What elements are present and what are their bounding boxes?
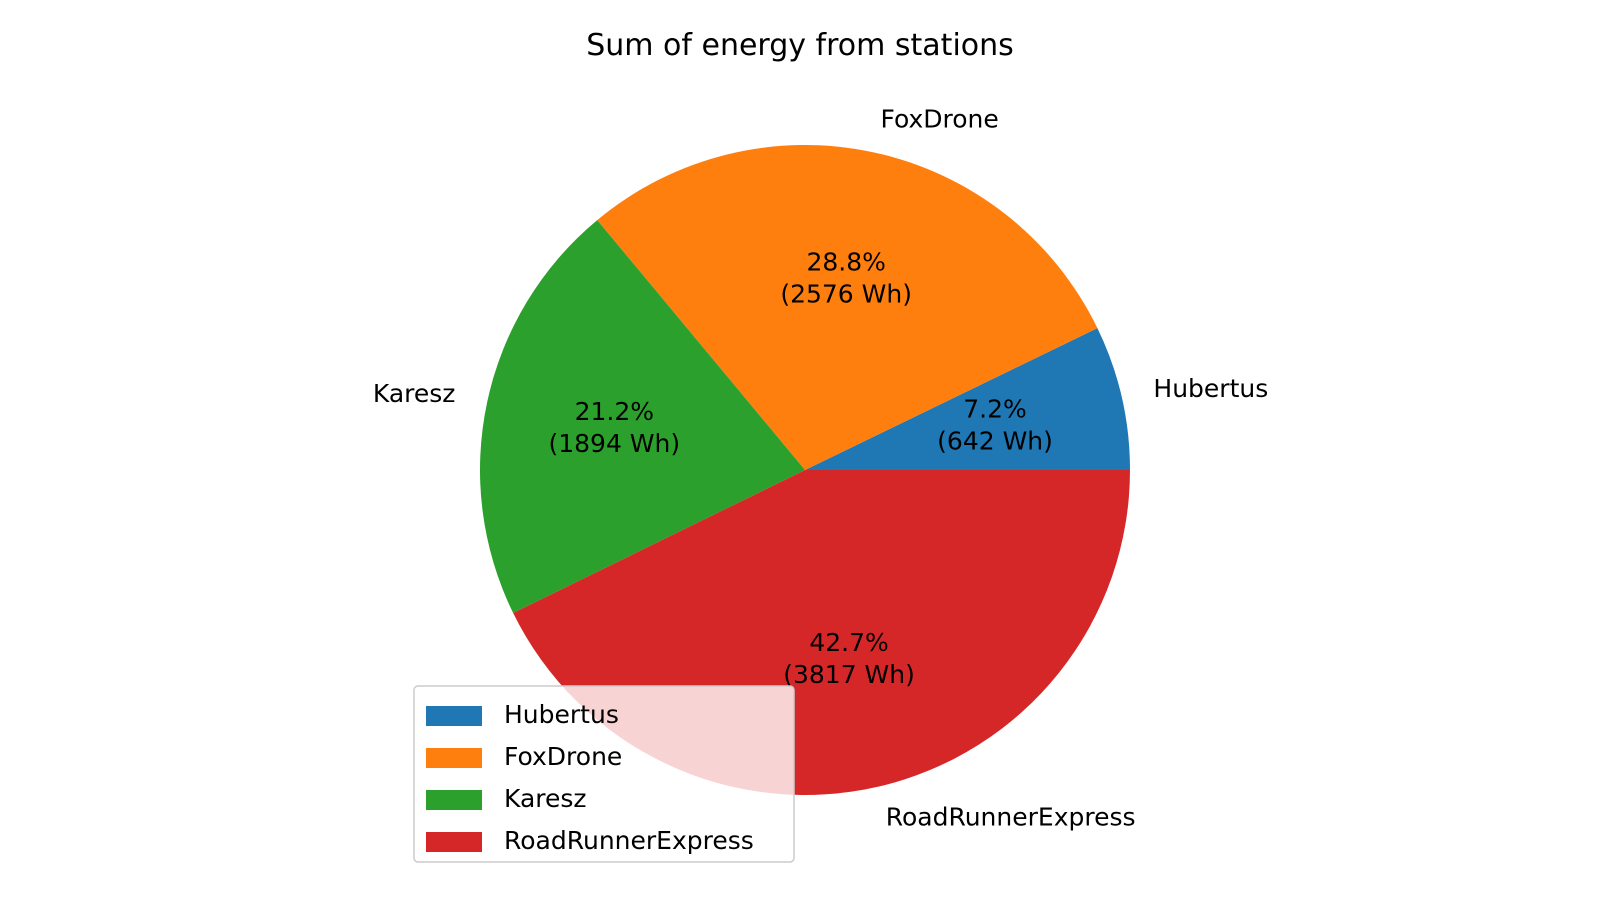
slice-label-hubertus: Hubertus [1153,374,1268,403]
slice-value-foxdrone: (2576 Wh) [780,279,912,308]
legend-swatch-karesz [426,790,482,810]
pie-slice-foxdrone [597,145,1098,471]
pie-inner-labels: 7.2% (642 Wh) 28.8% (2576 Wh) 21.2% (1894 Wh)… [548,247,1052,689]
chart-title: Sum of energy from stations [586,28,1014,63]
slice-value-hubertus: (642 Wh) [937,426,1053,455]
pie-slice-karesz [479,220,805,614]
pie-outer-labels: Hubertus FoxDrone Karesz RoadRunnerExpress [373,105,1268,832]
legend-label-roadrunnerexpress: RoadRunnerExpress [504,826,754,855]
slice-label-roadrunnerexpress: RoadRunnerExpress [886,802,1136,831]
legend: Hubertus FoxDrone Karesz RoadRunnerExpress [413,685,795,863]
pie-slice-hubertus [805,328,1130,470]
slice-label-foxdrone: FoxDrone [880,105,998,134]
slice-value-roadrunnerexpress: (3817 Wh) [783,660,915,689]
legend-swatch-roadrunnerexpress [426,832,482,852]
legend-label-foxdrone: FoxDrone [504,742,622,771]
legend-swatch-foxdrone [426,748,482,768]
slice-percent-karesz: 21.2% [575,397,654,426]
slice-label-karesz: Karesz [373,379,456,408]
slice-value-karesz: (1894 Wh) [548,429,680,458]
legend-label-hubertus: Hubertus [504,700,619,729]
slice-percent-foxdrone: 28.8% [806,247,885,276]
legend-swatch-hubertus [426,706,482,726]
slice-percent-roadrunnerexpress: 42.7% [809,628,888,657]
legend-label-karesz: Karesz [504,784,587,813]
legend-box [413,685,795,863]
slice-percent-hubertus: 7.2% [963,394,1027,423]
